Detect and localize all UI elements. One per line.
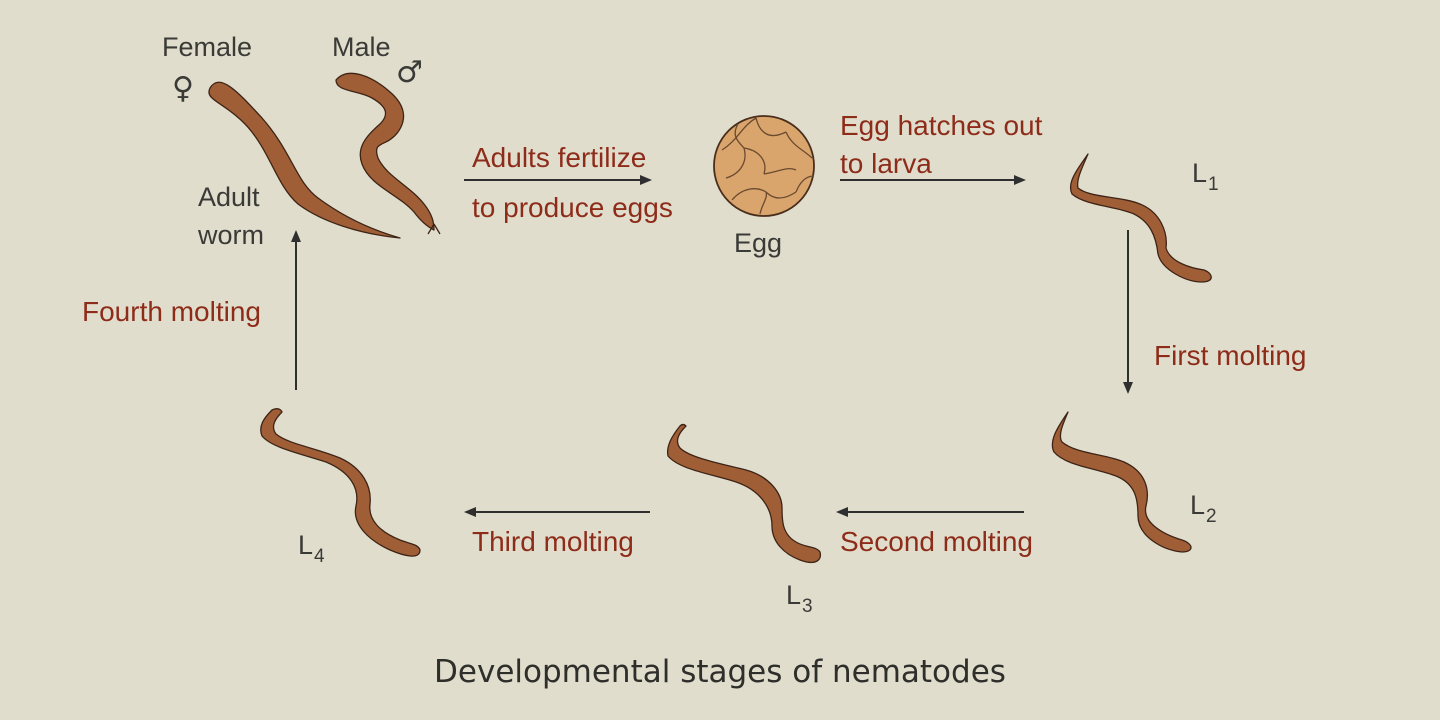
stage-l3-letter: L xyxy=(786,580,802,610)
male-label: Male xyxy=(332,32,391,62)
fertilize-step-line2: to produce eggs xyxy=(472,192,673,223)
arrow-adults-to-egg xyxy=(464,175,652,185)
stage-l2-subscript: 2 xyxy=(1206,506,1217,527)
male-symbol: ♂ xyxy=(396,55,423,90)
larva-l1-worm xyxy=(1069,153,1212,283)
fertilize-step-line1: Adults fertilize xyxy=(472,142,647,173)
stage-l1-label: L1 xyxy=(1192,158,1219,195)
stage-l1-letter: L xyxy=(1192,158,1208,188)
female-label: Female xyxy=(162,32,253,62)
female-worm xyxy=(208,81,401,239)
male-tail-spicule xyxy=(427,223,441,235)
second-molting-step: Second molting xyxy=(840,526,1034,557)
hatch-step-line2: to larva xyxy=(840,148,932,179)
stage-l3-subscript: 3 xyxy=(802,596,813,617)
stage-l4-letter: L xyxy=(298,530,314,560)
stage-l4-label: L4 xyxy=(298,530,325,567)
arrow-l4-to-adult xyxy=(291,230,301,390)
female-symbol: ♀ xyxy=(172,71,194,106)
male-worm xyxy=(335,72,435,231)
arrow-l3-to-l4 xyxy=(464,507,650,517)
stage-l2-label: L2 xyxy=(1190,490,1217,527)
arrow-l2-to-l3 xyxy=(836,507,1024,517)
egg-label: Egg xyxy=(734,228,783,258)
arrow-l1-to-l2 xyxy=(1123,230,1133,394)
larva-l4-worm xyxy=(260,408,421,557)
stage-l1-subscript: 1 xyxy=(1208,174,1219,195)
egg-illustration xyxy=(713,115,815,217)
hatch-step-line1: Egg hatches out xyxy=(840,110,1043,141)
first-molting-step: First molting xyxy=(1154,340,1307,371)
stage-l4-subscript: 4 xyxy=(314,546,325,567)
stage-l2-letter: L xyxy=(1190,490,1206,520)
fourth-molting-step: Fourth molting xyxy=(82,296,261,327)
larva-l3-worm xyxy=(666,423,822,564)
stage-l3-label: L3 xyxy=(786,580,813,617)
third-molting-step: Third molting xyxy=(472,526,634,557)
adult-worm-label-line2: worm xyxy=(198,220,264,250)
figure-caption: Developmental stages of nematodes xyxy=(434,654,1006,690)
larva-l2-worm xyxy=(1051,411,1192,553)
arrow-egg-to-l1 xyxy=(840,175,1026,185)
adult-worm-label-line1: Adult xyxy=(198,182,260,212)
